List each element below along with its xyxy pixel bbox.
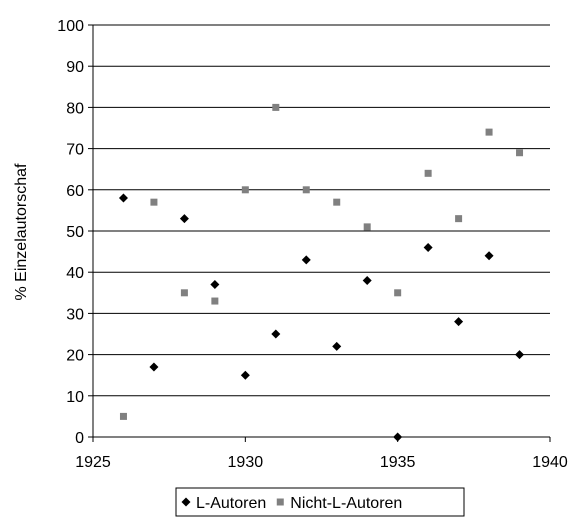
l-autoren-point: [484, 251, 494, 261]
y-tick-labels: 0 10 20 30 40 50 60 70 80 90 100: [57, 18, 84, 447]
l-autoren-point: [118, 193, 128, 203]
y-tick-label: 40: [66, 265, 84, 282]
l-autoren-point: [149, 362, 159, 372]
nicht-l-autoren-point: [150, 198, 158, 206]
l-autoren-point: [271, 329, 281, 339]
l-autoren-point: [210, 280, 220, 290]
y-tick-label: 10: [66, 389, 84, 406]
axes: [88, 24, 551, 442]
legend-label: Nicht-L-Autoren: [290, 495, 402, 512]
x-tick-label: 1935: [380, 454, 416, 471]
x-tick-label: 1925: [75, 454, 111, 471]
nicht-l-autoren-point: [211, 297, 219, 305]
gridlines: [93, 24, 550, 397]
y-tick-label: 0: [75, 430, 84, 447]
data-points: [118, 103, 525, 442]
l-autoren-point: [301, 255, 311, 265]
y-tick-label: 90: [66, 59, 84, 76]
nicht-l-autoren-point: [272, 103, 280, 111]
legend-diamond-icon: [181, 497, 191, 507]
l-autoren-point: [454, 317, 464, 327]
legend-label: L-Autoren: [196, 495, 266, 512]
nicht-l-autoren-point: [424, 169, 432, 177]
l-autoren-point: [423, 242, 433, 252]
l-autoren-point: [179, 214, 189, 224]
y-tick-label: 80: [66, 100, 84, 117]
nicht-l-autoren-point: [119, 412, 127, 420]
x-tick-labels: 1925 1930 1935 1940: [75, 454, 568, 471]
l-autoren-point: [332, 341, 342, 351]
nicht-l-autoren-point: [485, 128, 493, 136]
legend: L-Autoren Nicht-L-Autoren: [175, 487, 465, 517]
nicht-l-autoren-point: [333, 198, 341, 206]
nicht-l-autoren-point: [394, 289, 402, 297]
legend-square-icon: [276, 498, 284, 506]
y-tick-label: 70: [66, 142, 84, 159]
y-tick-label: 60: [66, 183, 84, 200]
x-tick-label: 1930: [228, 454, 264, 471]
nicht-l-autoren-point: [516, 149, 524, 157]
nicht-l-autoren-point: [363, 223, 371, 231]
l-autoren-point: [393, 432, 403, 442]
y-tick-label: 20: [66, 348, 84, 365]
nicht-l-autoren-point: [180, 289, 188, 297]
nicht-l-autoren-point: [241, 186, 249, 194]
l-autoren-point: [240, 370, 250, 380]
y-tick-label: 50: [66, 224, 84, 241]
l-autoren-point: [362, 275, 372, 285]
x-tick-label: 1940: [532, 454, 568, 471]
y-axis-label: % Einzelautorschaf: [13, 163, 30, 301]
y-tick-label: 100: [57, 18, 84, 35]
nicht-l-autoren-point: [302, 186, 310, 194]
nicht-l-autoren-point: [455, 215, 463, 223]
l-autoren-point: [515, 350, 525, 360]
y-tick-label: 30: [66, 306, 84, 323]
legend-box: [175, 487, 465, 517]
